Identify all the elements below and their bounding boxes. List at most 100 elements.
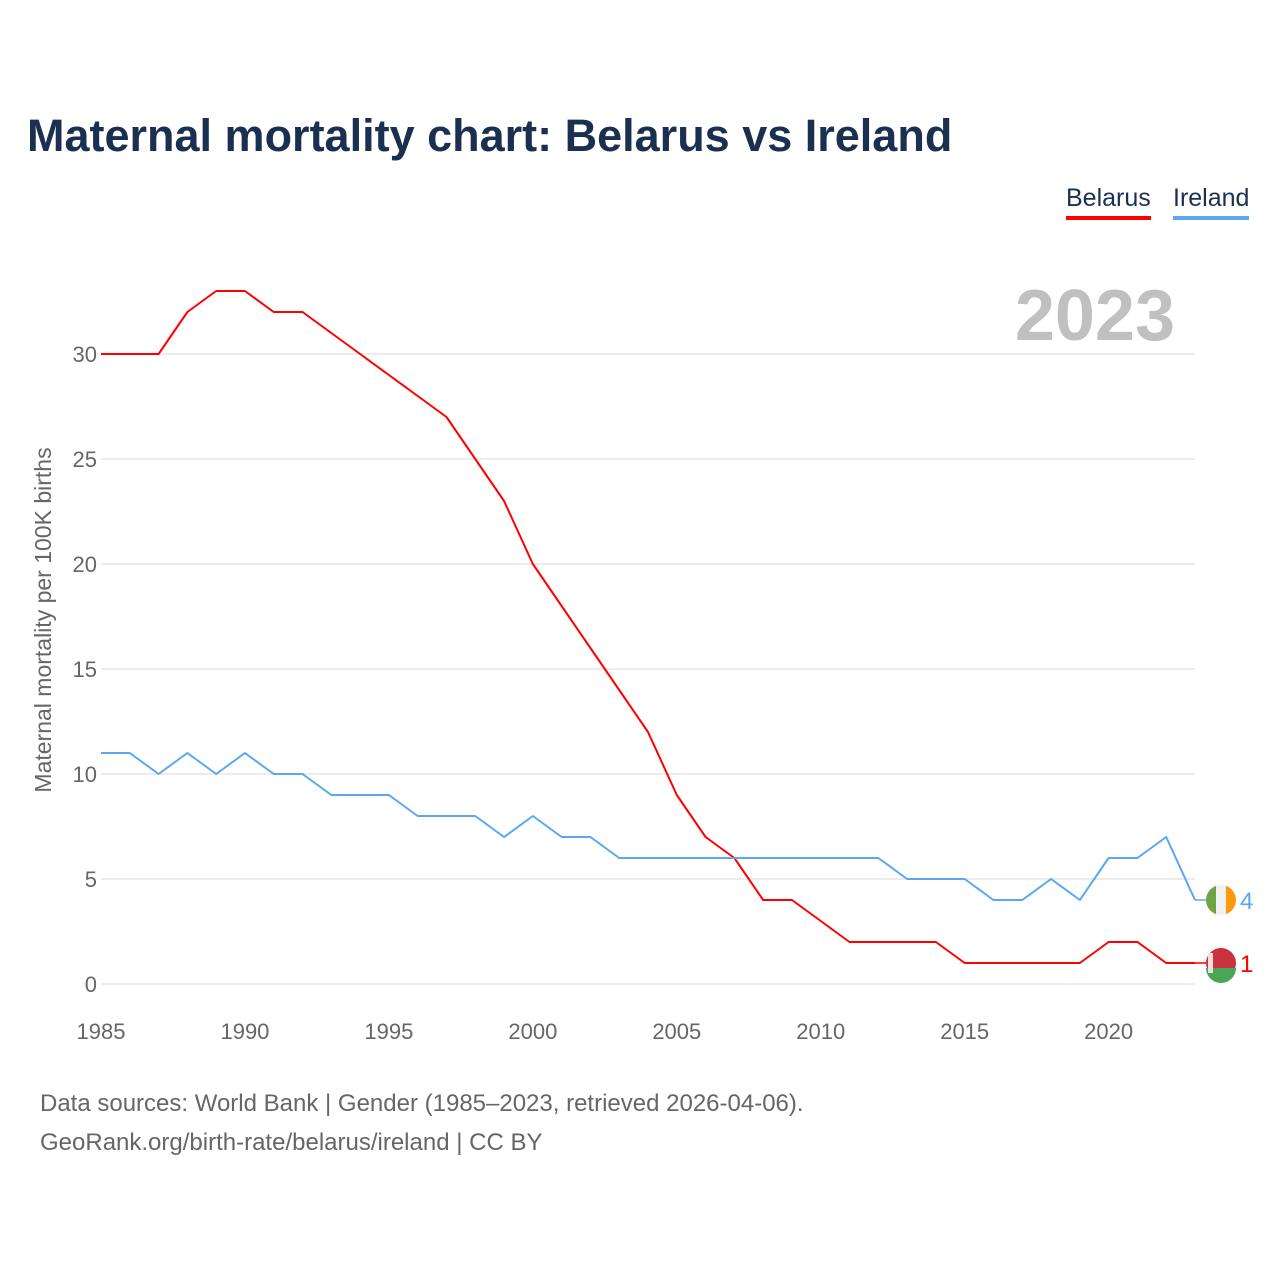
y-tick-label: 5 xyxy=(85,867,97,892)
data-point-belarus xyxy=(128,352,132,356)
data-point-ireland xyxy=(157,772,161,776)
data-point-ireland xyxy=(1135,856,1139,860)
end-value-label: 4 xyxy=(1240,888,1253,915)
data-point-belarus xyxy=(675,793,679,797)
data-point-belarus xyxy=(531,562,535,566)
data-point-ireland xyxy=(301,772,305,776)
belarus-flag-icon xyxy=(1206,948,1236,983)
data-point-ireland xyxy=(934,877,938,881)
data-point-belarus xyxy=(617,688,621,692)
y-tick-label: 25 xyxy=(73,447,97,472)
data-point-ireland xyxy=(531,814,535,818)
data-point-belarus xyxy=(819,919,823,923)
data-point-belarus xyxy=(99,352,103,356)
data-point-belarus xyxy=(876,940,880,944)
end-value-label: 1 xyxy=(1240,951,1253,978)
data-point-belarus xyxy=(704,835,708,839)
data-point-ireland xyxy=(819,856,823,860)
data-point-ireland xyxy=(1164,835,1168,839)
data-point-belarus xyxy=(1049,961,1053,965)
data-point-belarus xyxy=(1135,940,1139,944)
data-point-ireland xyxy=(272,772,276,776)
data-point-belarus xyxy=(761,898,765,902)
x-tick-label: 2000 xyxy=(508,1019,557,1044)
data-point-ireland xyxy=(704,856,708,860)
series-line-belarus xyxy=(101,290,1195,964)
y-axis-label: Maternal mortality per 100K births xyxy=(30,447,56,792)
data-point-ireland xyxy=(646,856,650,860)
data-point-ireland xyxy=(185,751,189,755)
x-tick-label: 2005 xyxy=(652,1019,701,1044)
x-tick-label: 2015 xyxy=(940,1019,989,1044)
data-point-belarus xyxy=(387,373,391,377)
data-point-belarus xyxy=(963,961,967,965)
data-point-belarus xyxy=(1020,961,1024,965)
data-point-ireland xyxy=(991,898,995,902)
data-point-belarus xyxy=(646,730,650,734)
data-point-belarus xyxy=(588,646,592,650)
data-point-belarus xyxy=(272,310,276,314)
data-point-ireland xyxy=(214,772,218,776)
data-point-belarus xyxy=(416,394,420,398)
data-point-ireland xyxy=(416,814,420,818)
data-point-belarus xyxy=(214,289,218,293)
data-point-ireland xyxy=(675,856,679,860)
year-watermark: 2023 xyxy=(1015,276,1175,356)
data-point-ireland xyxy=(502,835,506,839)
data-point-ireland xyxy=(1049,877,1053,881)
y-tick-label: 30 xyxy=(73,342,97,367)
x-tick-label: 1985 xyxy=(77,1019,126,1044)
data-point-ireland xyxy=(1078,898,1082,902)
data-point-ireland xyxy=(617,856,621,860)
y-tick-label: 15 xyxy=(73,657,97,682)
data-point-belarus xyxy=(243,289,247,293)
data-point-ireland xyxy=(848,856,852,860)
data-point-ireland xyxy=(761,856,765,860)
data-point-belarus xyxy=(1164,961,1168,965)
data-point-ireland xyxy=(358,793,362,797)
data-point-belarus xyxy=(329,331,333,335)
data-point-ireland xyxy=(732,856,736,860)
data-point-belarus xyxy=(1078,961,1082,965)
data-point-ireland xyxy=(905,877,909,881)
chart-title: Maternal mortality chart: Belarus vs Ire… xyxy=(27,110,953,161)
legend-belarus[interactable]: Belarus xyxy=(1066,184,1151,220)
data-point-ireland xyxy=(473,814,477,818)
y-tick-label: 0 xyxy=(85,972,97,997)
series-line-ireland xyxy=(101,752,1196,901)
data-point-ireland xyxy=(790,856,794,860)
ireland-flag-icon xyxy=(1206,885,1236,915)
y-tick-label: 10 xyxy=(73,762,97,787)
data-point-ireland xyxy=(1107,856,1111,860)
footer-link[interactable]: GeoRank.org/birth-rate/belarus/ireland |… xyxy=(40,1129,543,1156)
x-tick-label: 1990 xyxy=(220,1019,269,1044)
x-tick-label: 1995 xyxy=(364,1019,413,1044)
data-point-ireland xyxy=(588,835,592,839)
data-point-belarus xyxy=(157,352,161,356)
data-point-belarus xyxy=(905,940,909,944)
data-point-belarus xyxy=(934,940,938,944)
data-point-ireland xyxy=(444,814,448,818)
y-tick-label: 20 xyxy=(73,552,97,577)
data-point-belarus xyxy=(502,499,506,503)
data-point-ireland xyxy=(1020,898,1024,902)
data-point-belarus xyxy=(1107,940,1111,944)
data-point-belarus xyxy=(444,415,448,419)
data-point-belarus xyxy=(185,310,189,314)
footer-source: Data sources: World Bank | Gender (1985–… xyxy=(40,1090,804,1117)
data-point-ireland xyxy=(329,793,333,797)
data-point-belarus xyxy=(358,352,362,356)
data-point-ireland xyxy=(99,751,103,755)
x-tick-label: 2010 xyxy=(796,1019,845,1044)
data-point-ireland xyxy=(876,856,880,860)
x-tick-label: 2020 xyxy=(1084,1019,1133,1044)
data-point-belarus xyxy=(790,898,794,902)
data-point-ireland xyxy=(963,877,967,881)
data-point-ireland xyxy=(243,751,247,755)
data-point-ireland xyxy=(387,793,391,797)
legend-ireland[interactable]: Ireland xyxy=(1173,184,1250,220)
data-point-belarus xyxy=(301,310,305,314)
data-point-belarus xyxy=(848,940,852,944)
